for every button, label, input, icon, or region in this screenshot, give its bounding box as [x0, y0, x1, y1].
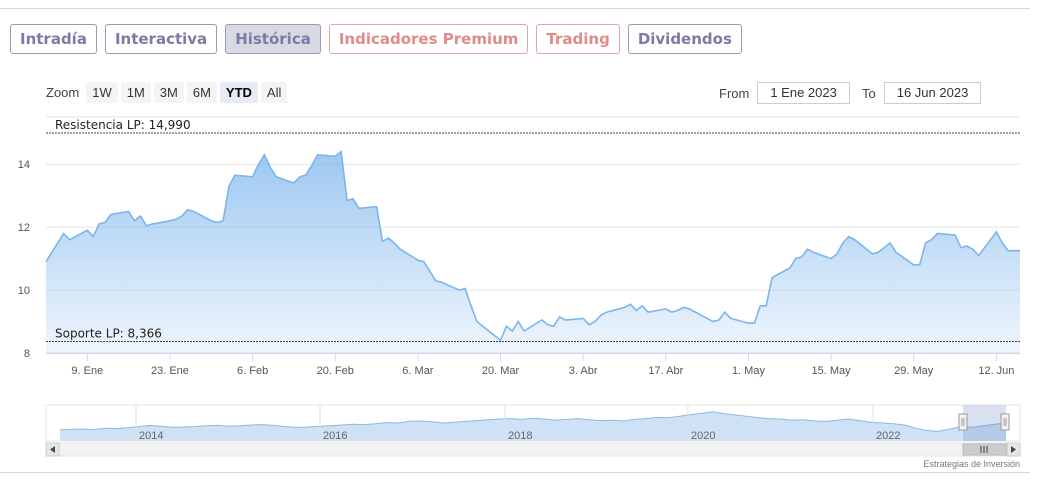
- zoom-1m-button[interactable]: 1M: [120, 82, 151, 103]
- navigator-year-label: 2016: [323, 430, 347, 442]
- tab-historica[interactable]: Histórica: [225, 24, 321, 54]
- tab-trading[interactable]: Trading: [536, 24, 620, 54]
- navigator-year-label: 2020: [691, 430, 715, 442]
- price-area: [46, 151, 1020, 353]
- x-tick-label: 15. May: [812, 365, 852, 377]
- arrow-right-icon: [1011, 446, 1016, 453]
- from-date-input[interactable]: 1 Ene 2023: [757, 82, 850, 104]
- zoom-1w-button[interactable]: 1W: [86, 82, 118, 103]
- zoom-selector: Zoom 1W 1M 3M 6M YTD All: [46, 82, 288, 103]
- tab-bar: Intradía Interactiva Histórica Indicador…: [10, 24, 742, 54]
- zoom-3m-button[interactable]: 3M: [153, 82, 184, 103]
- y-tick-label: 10: [18, 285, 30, 297]
- range-from: From 1 Ene 2023: [719, 82, 850, 104]
- x-tick-label: 20. Mar: [482, 365, 520, 377]
- from-label: From: [719, 85, 750, 101]
- navigator-scrollbar-track[interactable]: [45, 442, 1021, 457]
- y-tick-label: 12: [18, 222, 30, 234]
- y-tick-label: 14: [18, 159, 30, 171]
- range-to: To 16 Jun 2023: [862, 82, 982, 104]
- x-tick-label: 1. May: [732, 365, 766, 377]
- navigator-left-handle[interactable]: [958, 413, 968, 431]
- x-tick-label: 12. Jun: [978, 365, 1014, 377]
- x-tick-label: 9. Ene: [71, 365, 103, 377]
- navigator-line: [59, 411, 1007, 432]
- zoom-ytd-button[interactable]: YTD: [219, 82, 258, 103]
- tab-interactiva[interactable]: Interactiva: [104, 24, 218, 54]
- x-tick-label: 3. Abr: [569, 365, 598, 377]
- navigator-year-label: 2022: [876, 430, 900, 442]
- navigator-selection[interactable]: [963, 405, 1006, 441]
- tab-intradia[interactable]: Intradía: [10, 24, 97, 54]
- x-tick-label: 6. Feb: [237, 365, 268, 377]
- x-tick-label: 20. Feb: [317, 365, 354, 377]
- top-divider: [0, 8, 1030, 9]
- navigator-right-handle[interactable]: [1000, 413, 1010, 431]
- bottom-divider: [0, 472, 1030, 473]
- to-label: To: [862, 85, 876, 101]
- zoom-all-button[interactable]: All: [260, 82, 288, 103]
- x-tick-label: 23. Ene: [151, 365, 189, 377]
- to-date-input[interactable]: 16 Jun 2023: [883, 82, 982, 104]
- tab-indicadores-premium[interactable]: Indicadores Premium: [328, 24, 529, 54]
- x-tick-label: 17. Abr: [648, 365, 683, 377]
- chart-credit: Estrategias de Inversión: [923, 459, 1020, 469]
- navigator-year-label: 2014: [139, 430, 163, 442]
- price-line: [45, 150, 1020, 342]
- zoom-label: Zoom: [46, 85, 80, 100]
- x-tick-label: 29. May: [894, 365, 934, 377]
- x-tick-label: 6. Mar: [402, 365, 434, 377]
- zoom-6m-button[interactable]: 6M: [186, 82, 217, 103]
- arrow-left-icon: [50, 446, 55, 453]
- tab-dividendos[interactable]: Dividendos: [627, 24, 742, 54]
- navigator-year-label: 2018: [508, 430, 532, 442]
- resistance-label: Resistencia LP: 14,990: [55, 118, 191, 132]
- support-label: Soporte LP: 8,366: [55, 326, 162, 340]
- y-tick-label: 8: [24, 348, 30, 360]
